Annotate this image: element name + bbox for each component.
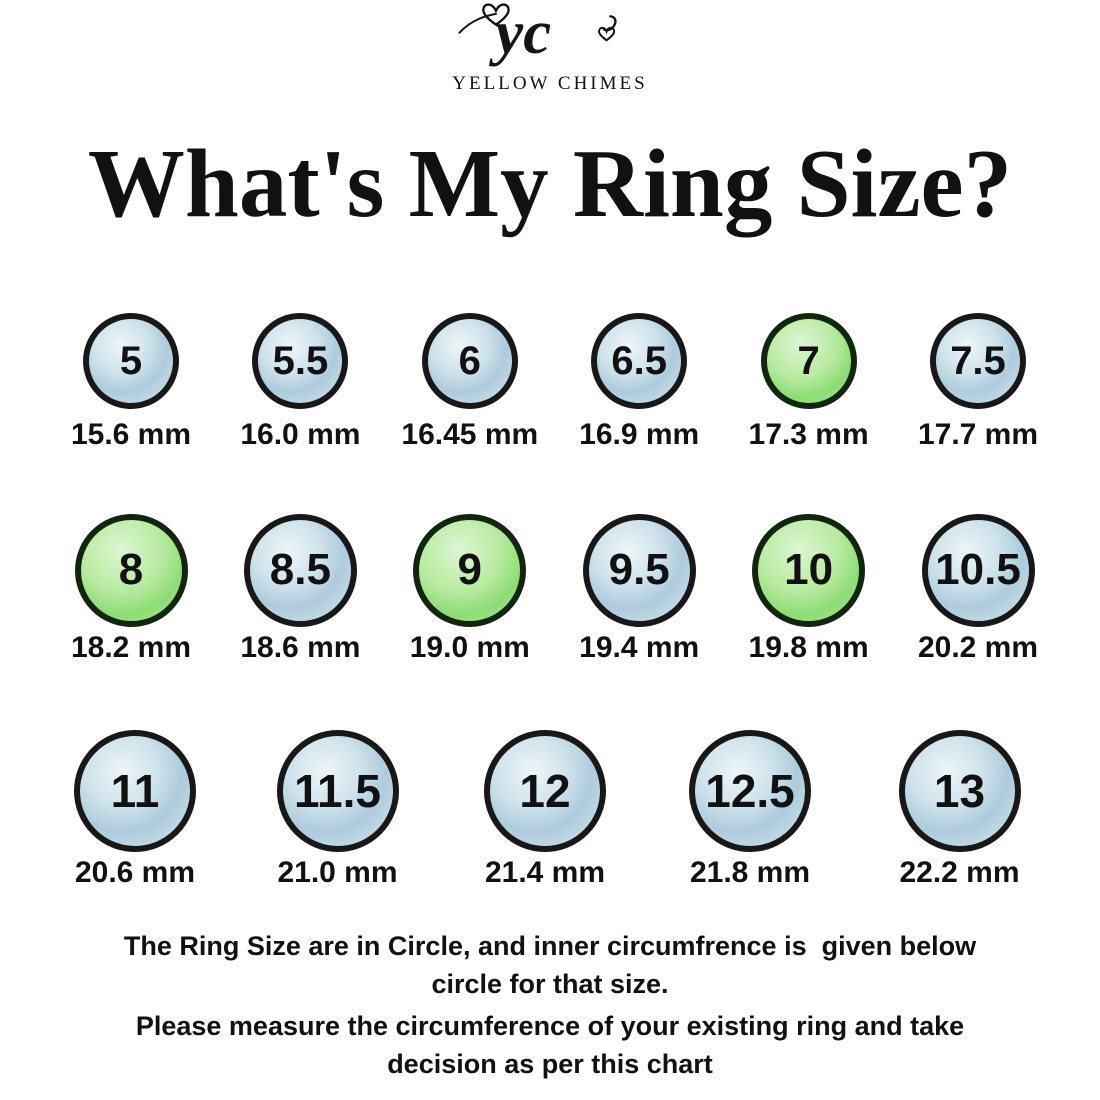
svg-text:yc: yc [488,0,551,67]
